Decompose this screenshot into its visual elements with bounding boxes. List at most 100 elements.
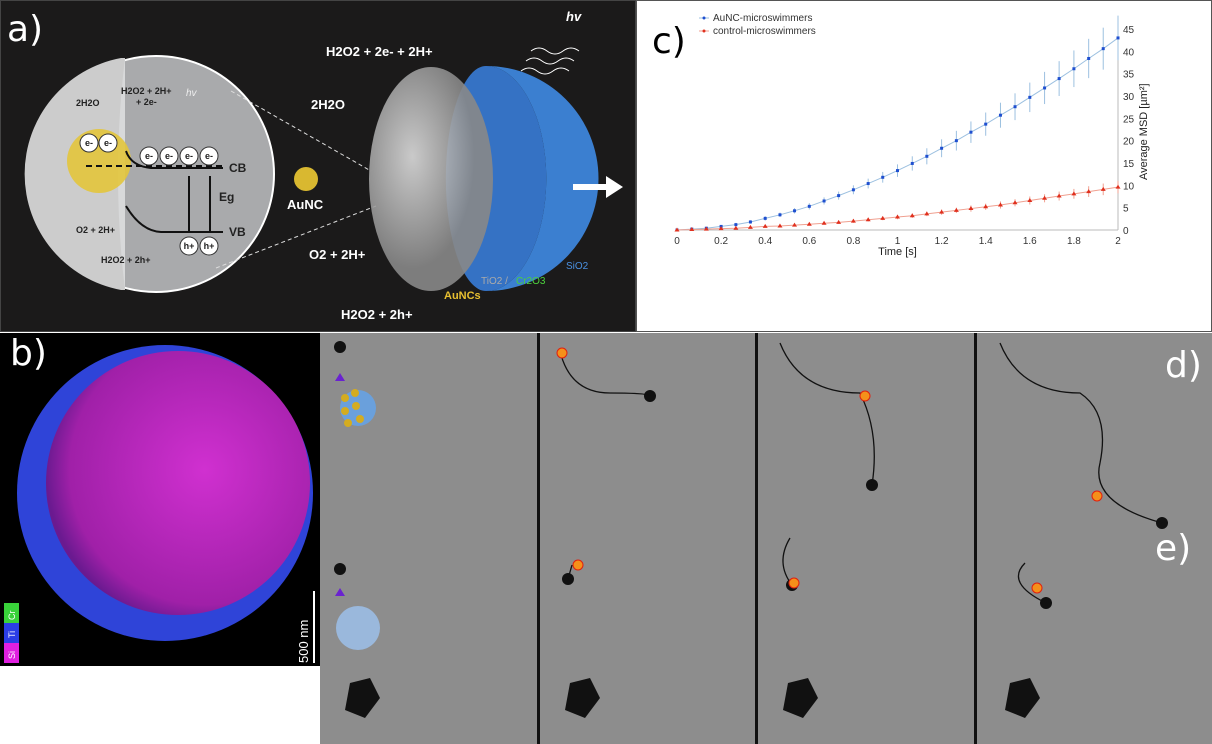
y-tick-label: 10 [1123,181,1135,192]
svg-text:Cr2O3: Cr2O3 [516,276,546,287]
x-tick-label: 1.8 [1067,236,1081,247]
svg-text:2H2O: 2H2O [76,98,100,108]
svg-text:e-: e- [85,138,93,148]
svg-text:Si: Si [7,651,17,659]
x-tick-label: 1.2 [935,236,949,247]
data-point [984,122,988,126]
svg-text:e-: e- [205,151,213,161]
svg-text:hv: hv [186,88,198,99]
data-point [1027,198,1033,203]
panel-d-e-tracking: d) e) [320,333,1212,744]
data-point [778,213,782,217]
data-point [837,194,841,198]
y-tick-label: 15 [1123,159,1135,170]
x-tick-label: 2 [1115,236,1121,247]
frame-4 [977,333,1212,744]
frame-3 [758,333,977,744]
y-tick-label: 0 [1123,226,1129,237]
x-axis-label: Time [s] [878,246,917,258]
legend-label: control-microswimmers [713,26,816,37]
svg-text:h+: h+ [204,241,215,251]
svg-text:H2O2 + 2h+: H2O2 + 2h+ [341,307,413,322]
data-point [1115,184,1121,189]
data-point [925,154,929,158]
data-point [997,202,1003,207]
data-point [1087,56,1091,60]
data-point [909,213,915,218]
data-point [895,214,900,219]
svg-text:AuNC: AuNC [287,197,324,212]
data-point [1116,36,1120,40]
svg-text:Cr: Cr [7,611,17,621]
data-point [836,219,842,224]
x-tick-label: 0.4 [758,236,772,247]
data-point [733,225,739,230]
data-point [1086,189,1092,194]
x-tick-label: 0.2 [714,236,728,247]
svg-text:+ 2e-: + 2e- [136,97,157,107]
data-point [806,221,812,226]
legend-marker [702,16,706,20]
data-point [940,146,944,150]
data-point [866,182,870,186]
data-point [1056,193,1062,198]
data-point [953,207,959,212]
series-line-0 [676,37,1119,231]
data-point [1028,95,1032,99]
legend-marker [702,29,706,33]
data-point [924,211,930,216]
data-point [939,209,945,214]
svg-text:e-: e- [165,151,173,161]
y-tick-label: 25 [1123,114,1135,125]
data-point [998,113,1002,117]
data-point [1013,105,1017,109]
y-tick-label: 35 [1123,70,1135,81]
svg-text:e-: e- [185,151,193,161]
data-point [865,217,871,222]
x-tick-label: 1.6 [1023,236,1037,247]
y-tick-label: 5 [1123,204,1129,215]
data-point [1100,186,1106,191]
data-point [747,224,753,229]
data-point [748,220,752,224]
svg-text:VB: VB [229,225,246,239]
data-point [1072,67,1076,71]
svg-text:SiO2: SiO2 [566,261,589,272]
y-tick-label: 40 [1123,47,1135,58]
svg-text:Ti: Ti [7,631,17,638]
x-tick-label: 0 [674,236,680,247]
panel-c-chart: 0 0.2 0.4 0.6 0.8 1 1.2 1.4 1.6 1.8 2 0 5 10 15 20 25 30 3… [636,0,1212,332]
data-point [762,223,768,228]
svg-text:500 nm: 500 nm [296,620,311,663]
data-point [793,209,797,213]
panel-b-eds-map: Cr Ti Si 500 nm b) [0,333,320,666]
trajectories [334,341,1168,718]
svg-text:H2O2 + 2e- + 2H+: H2O2 + 2e- + 2H+ [326,44,433,59]
data-point [674,227,680,232]
svg-text:CB: CB [229,161,247,175]
svg-text:h+: h+ [184,241,195,251]
data-point [821,220,827,225]
data-point [1012,200,1018,205]
svg-text:hv: hv [566,9,582,24]
data-point [851,188,855,192]
data-point [777,223,783,228]
data-point [1043,86,1047,90]
x-tick-label: 1.4 [979,236,993,247]
data-point [1071,191,1077,196]
svg-text:Eg: Eg [219,190,234,204]
panel-label-b: b) [10,333,47,374]
legend-label: AuNC-microswimmers [713,13,812,24]
svg-text:AuNCs: AuNCs [444,290,481,302]
data-point [850,218,856,223]
panel-label-e: e) [1155,528,1192,569]
data-point [689,227,695,232]
x-tick-label: 1 [895,236,901,247]
y-tick-label: 30 [1123,92,1135,103]
msd-chart: 0 0.2 0.4 0.6 0.8 1 1.2 1.4 1.6 1.8 20510152025303… [674,13,1150,258]
data-point [1101,47,1105,51]
data-point [954,139,958,143]
y-tick-label: 45 [1123,25,1135,36]
data-point [968,206,974,211]
data-point [910,161,914,165]
